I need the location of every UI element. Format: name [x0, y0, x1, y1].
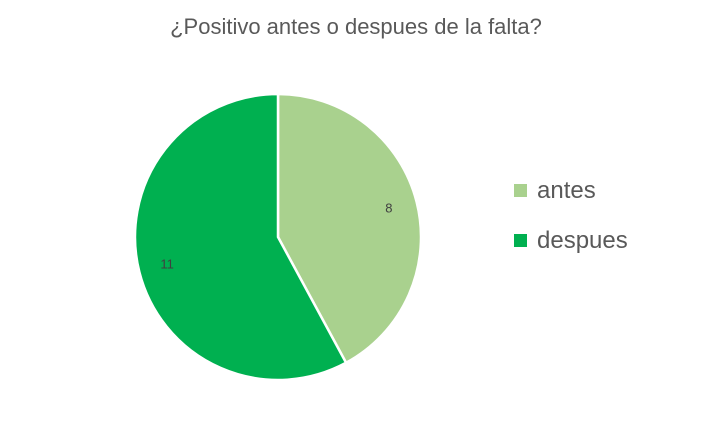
pie-slice-despues [133, 92, 348, 382]
data-label-despues: 11 [160, 257, 174, 272]
legend-item-antes: antes [514, 174, 628, 207]
legend: antes despues [514, 174, 628, 274]
legend-swatch-despues [514, 234, 527, 247]
legend-label-despues: despues [537, 226, 628, 254]
data-label-antes: 8 [385, 200, 392, 215]
pie-slice-antes [276, 92, 423, 365]
legend-label-antes: antes [537, 176, 596, 204]
chart-title: ¿Positivo antes o despues de la falta? [170, 14, 542, 39]
legend-item-despues: despues [514, 224, 628, 257]
legend-swatch-antes [514, 184, 527, 197]
